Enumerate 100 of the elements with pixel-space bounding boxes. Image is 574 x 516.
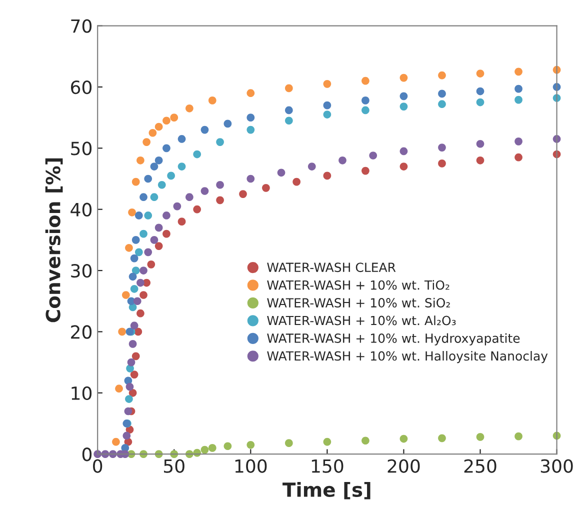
point [150,193,158,202]
point [178,135,186,143]
point [438,434,446,442]
point [158,180,166,189]
y-tick-label: 60 [71,80,92,94]
legend-label: WATER-WASH + 10% wt. Al₂O₃ [267,316,456,326]
point [262,184,270,192]
point [144,212,152,220]
point [134,328,142,336]
point [132,236,140,244]
point [369,152,378,160]
point [438,71,446,80]
point [362,106,370,114]
point [142,138,150,146]
point [162,144,170,152]
point [140,291,148,299]
point [246,174,255,183]
point [130,254,138,262]
point [162,230,170,238]
point [122,432,131,440]
point [128,388,137,397]
point [224,442,232,450]
point [136,156,144,164]
x-tick-label: 0 [93,459,102,473]
x-tick-label: 50 [164,459,184,473]
point [154,242,163,250]
y-tick-label: 20 [71,325,92,339]
x-axis-title: Time [s] [282,482,370,500]
point [323,101,332,110]
point [246,126,255,134]
point [438,160,446,168]
point [438,144,446,152]
point [185,193,194,202]
point [338,156,346,164]
point [284,84,293,92]
point [323,80,332,88]
point [514,84,522,93]
point [400,434,408,443]
point [514,68,522,76]
point [400,162,408,170]
point [308,162,316,170]
point [200,126,209,134]
point [125,244,133,252]
point [173,202,182,210]
point [323,172,332,180]
point [140,193,148,202]
point [476,433,484,441]
point [162,212,170,220]
point [208,444,216,452]
point [126,382,134,391]
point [476,87,484,96]
point [362,166,370,175]
point [130,284,138,293]
point [514,432,522,440]
point [115,384,123,393]
point [144,174,152,183]
point [400,147,408,156]
point [136,309,144,318]
point [284,116,293,125]
point [438,100,446,108]
legend-label: WATER-WASH CLEAR [267,262,396,272]
point [178,218,186,226]
x-tick-label: 300 [540,459,573,473]
legend-label: WATER-WASH + 10% wt. TiO₂ [267,280,450,290]
point [362,436,370,445]
point [154,156,163,164]
point [246,114,255,122]
point [193,205,201,214]
y-tick-label: 40 [70,202,92,216]
point [140,266,148,274]
point [277,168,286,177]
point [150,236,158,244]
legend-label: WATER-WASH + 10% wt. Hydroxyapatite [267,333,520,346]
point [216,138,224,146]
point [133,297,142,306]
point [514,138,522,146]
y-tick-label: 50 [71,142,92,156]
legend-label: WATER-WASH + 10% wt. SiO₂ [267,298,450,308]
point [400,92,408,100]
point [147,260,156,268]
point [178,162,186,170]
point [200,446,209,454]
point [118,328,126,336]
point [208,96,216,104]
point [292,178,300,186]
x-tick-label: 100 [235,459,267,473]
point [476,156,484,164]
point [239,190,247,198]
point [284,439,293,447]
point [400,102,408,110]
point [132,178,140,186]
point [476,98,484,106]
point [514,96,522,104]
point [284,106,293,114]
point [362,96,370,104]
point [362,76,370,85]
point [130,322,138,330]
point [134,212,143,220]
point [170,114,178,122]
point [136,278,144,287]
